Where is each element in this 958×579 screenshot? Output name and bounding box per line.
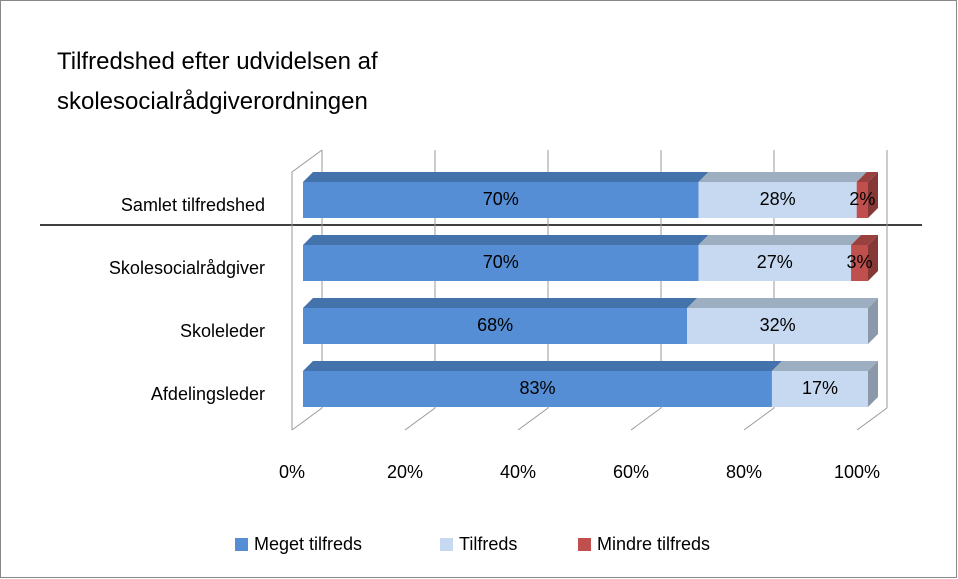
- bar-top: [698, 235, 862, 245]
- bar-top: [303, 361, 782, 371]
- category-label: Afdelingsleder: [151, 384, 265, 404]
- x-tick-label: 60%: [613, 462, 649, 482]
- bar-top: [771, 361, 878, 371]
- bar-top: [698, 172, 867, 182]
- x-tick-label: 0%: [279, 462, 305, 482]
- data-label: 3%: [847, 252, 873, 272]
- bar: [303, 182, 699, 218]
- floor-line: [404, 407, 436, 431]
- floor-line: [856, 407, 888, 431]
- data-label: 70%: [483, 252, 519, 272]
- data-label: 68%: [477, 315, 513, 335]
- left-wall: [291, 149, 323, 430]
- legend-label: Tilfreds: [459, 534, 517, 554]
- category-label: Skolesocialrådgiver: [109, 258, 265, 278]
- bar: [687, 308, 868, 344]
- bar-top: [856, 172, 878, 182]
- legend-label: Mindre tilfreds: [597, 534, 710, 554]
- legend-label: Meget tilfreds: [254, 534, 362, 554]
- floor-line: [743, 407, 775, 431]
- bar: [856, 182, 868, 218]
- legend-swatch: [235, 538, 248, 551]
- floor-line: [291, 407, 323, 431]
- bar: [851, 245, 868, 281]
- data-label: 2%: [849, 189, 875, 209]
- bar-top: [303, 298, 698, 308]
- data-label: 83%: [519, 378, 555, 398]
- legend-swatch: [578, 538, 591, 551]
- bar-top: [303, 235, 709, 245]
- legend-swatch: [440, 538, 453, 551]
- floor-line: [517, 407, 549, 431]
- data-label: 28%: [760, 189, 796, 209]
- bar-top: [851, 235, 878, 245]
- data-label: 32%: [760, 315, 796, 335]
- bar: [303, 371, 772, 407]
- bar: [771, 371, 868, 407]
- data-label: 17%: [802, 378, 838, 398]
- x-tick-label: 80%: [726, 462, 762, 482]
- bar-side: [868, 172, 878, 218]
- floor-line: [630, 407, 662, 431]
- bar: [698, 245, 852, 281]
- category-label: Samlet tilfredshed: [121, 195, 265, 215]
- bar-top: [303, 172, 709, 182]
- bar-side: [868, 235, 878, 281]
- data-label: 27%: [757, 252, 793, 272]
- x-tick-label: 100%: [834, 462, 880, 482]
- x-tick-label: 20%: [387, 462, 423, 482]
- chart-title: Tilfredshed efter udvidelsen af skolesoc…: [57, 48, 378, 115]
- x-tick-label: 40%: [500, 462, 536, 482]
- bar-side: [868, 298, 878, 344]
- bar-side: [868, 361, 878, 407]
- bar: [303, 245, 699, 281]
- category-label: Skoleleder: [180, 321, 265, 341]
- bar: [698, 182, 857, 218]
- bar: [303, 308, 688, 344]
- bar-top: [687, 298, 878, 308]
- data-label: 70%: [483, 189, 519, 209]
